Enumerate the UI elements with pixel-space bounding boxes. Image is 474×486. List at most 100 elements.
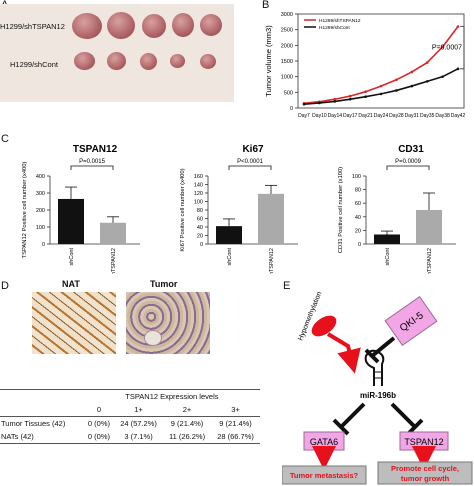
x-tick-label: Day14 <box>328 113 343 119</box>
table-header: 1+ <box>114 403 163 417</box>
p-value-label: P=0.0009 <box>395 159 422 165</box>
expression-table: TSPAN12 Expression levels 0 1+ 2+ 3+ Tum… <box>0 389 260 444</box>
y-tick-label: 20 <box>197 234 203 240</box>
data-point <box>348 94 352 98</box>
bar <box>58 198 84 244</box>
significance-bracket <box>460 26 465 70</box>
tumor-image <box>200 14 222 36</box>
outcome-right-label-1: Promote cell cycle, <box>391 464 459 473</box>
bar-chart-ki67: Ki67 0 20 40 60 80 100 120 140 160 Ki67 Positive c… <box>180 144 298 274</box>
x-tick-label: Day28 <box>389 113 404 119</box>
y-tick-label: 80 <box>355 188 361 194</box>
y-tick-label: 100 <box>36 225 45 231</box>
y-tick-label: 200 <box>36 208 45 214</box>
y-tick-label: 0 <box>42 242 45 248</box>
y-tick-label: 0 <box>290 106 293 112</box>
data-point <box>410 84 414 88</box>
x-tick-label: shCont <box>69 248 75 266</box>
nat-micrograph <box>32 292 116 354</box>
y-tick-label: 1500 <box>281 59 293 65</box>
table-cell: 3 (7.1%) <box>114 430 163 444</box>
bar-chart-tspan12: TSPAN12 0 100 200 300 400 TSPAN12 Positive cel… <box>22 144 140 274</box>
chart-title: CD31 <box>398 144 424 155</box>
outcome-right-label-2: tumor growth <box>401 474 450 483</box>
tumor-image <box>74 52 95 70</box>
y-axis-label: Ki67 Positive cell number (x400) <box>180 168 186 251</box>
tumor-photo: H1299/shTSPAN12 H1299/shCont <box>0 4 234 102</box>
chart-title: TSPAN12 <box>73 144 118 155</box>
data-point <box>333 100 337 103</box>
y-tick-label: 0 <box>200 242 203 248</box>
y-tick-label: 60 <box>355 201 361 207</box>
row-label: NATs (42) <box>0 430 84 444</box>
y-tick-label: 80 <box>197 208 203 214</box>
tumor-image <box>142 14 166 38</box>
x-tick-label: Day24 <box>374 113 389 119</box>
y-tick-label: 500 <box>284 90 293 96</box>
tspan12-label: TSPAN12 <box>404 437 443 447</box>
x-tick-label: Day42 <box>451 113 466 119</box>
y-tick-label: 100 <box>194 200 203 206</box>
x-tick-label: shTSPAN12 <box>111 248 117 274</box>
row-label: Tumor Tissues (42) <box>1 419 66 428</box>
photo-label-shtspan12: H1299/shTSPAN12 <box>0 22 65 31</box>
tumor-image <box>200 54 216 69</box>
outcome-left-box <box>282 465 367 485</box>
tumor-micrograph <box>126 292 210 354</box>
table-header: 3+ <box>211 403 260 417</box>
y-tick-label: 1000 <box>281 75 293 81</box>
data-point <box>441 45 444 49</box>
y-tick-label: 400 <box>36 174 45 180</box>
inhibition-bar <box>332 418 350 436</box>
chart-title: Ki67 <box>242 144 264 155</box>
data-point <box>395 89 398 92</box>
y-tick-label: 120 <box>194 191 203 197</box>
y-tick-label: 20 <box>355 228 361 234</box>
p-value-label: P<0.0001 <box>237 159 264 165</box>
tumor-title: Tumor <box>150 279 178 289</box>
table-header: 2+ <box>162 403 212 417</box>
tumor-image <box>172 13 194 37</box>
table-cell: 11 (26.2%) <box>162 430 212 444</box>
y-tick-label: 3000 <box>281 12 293 18</box>
data-point <box>425 80 429 83</box>
y-tick-label: 140 <box>194 183 203 189</box>
bar <box>416 210 442 244</box>
y-tick-label: 100 <box>352 174 361 180</box>
table-cell: 0 (0%) <box>83 430 115 444</box>
x-tick-label: Day10 <box>312 113 327 119</box>
hypomethylation-oval <box>311 315 337 337</box>
y-tick-label: 2500 <box>281 28 293 34</box>
table-cell: 9 (21.4%) <box>170 419 204 428</box>
series-line <box>303 26 459 105</box>
table-cell: 9 (21.4%) <box>219 419 252 428</box>
data-point <box>348 97 352 101</box>
gata6-inhibition-line <box>340 402 366 428</box>
bar <box>258 193 284 244</box>
data-point <box>456 67 460 71</box>
data-point <box>441 75 444 78</box>
table-row: NATs (42) 0 (0%) 3 (7.1%) 11 (26.2%) 28 … <box>0 430 260 444</box>
y-axis-label: Tumor volume (mm3) <box>264 25 273 97</box>
data-point <box>379 84 383 88</box>
qki5-box <box>384 295 438 347</box>
red-activation-arrow <box>326 332 361 374</box>
x-tick-label: shCont <box>385 248 391 266</box>
data-point <box>364 90 367 94</box>
x-tick-label: Day21 <box>358 113 373 119</box>
mirna-hairpin <box>364 349 385 386</box>
y-tick-label: 160 <box>194 174 203 180</box>
data-point <box>410 70 414 74</box>
significance-bracket <box>228 165 272 170</box>
y-tick-label: 300 <box>36 191 45 197</box>
nat-title: NAT <box>62 279 80 289</box>
bar <box>100 222 126 244</box>
x-tick-label: Day35 <box>420 113 435 119</box>
table-cell: 24 (57.2%) <box>120 419 157 428</box>
x-tick-label: shTSPAN12 <box>269 248 275 274</box>
x-tick-label: Day17 <box>343 113 358 119</box>
data-point <box>379 92 383 96</box>
panel-label-b: B <box>262 0 270 11</box>
tumor-image <box>170 54 185 68</box>
tumor-image <box>140 53 157 70</box>
